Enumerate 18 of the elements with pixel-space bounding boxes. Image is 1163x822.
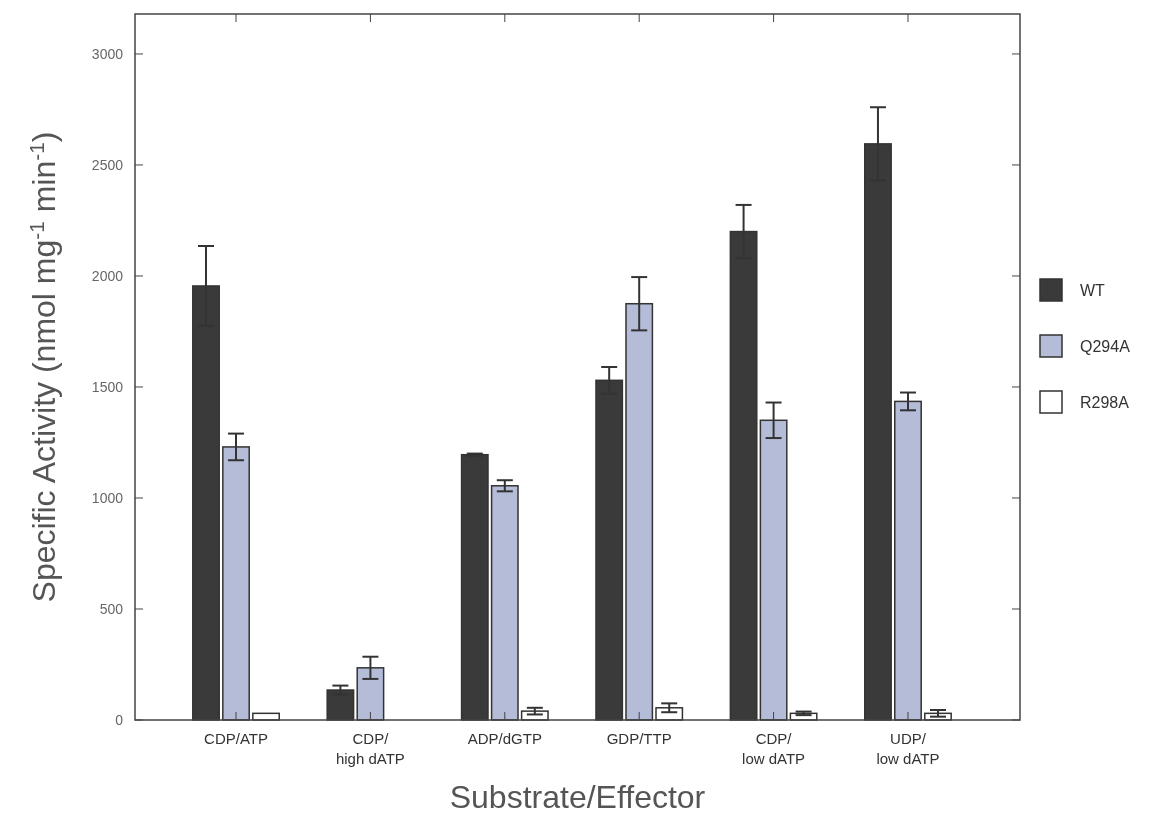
y-tick-label: 2000 bbox=[91, 267, 124, 284]
legend-label: R298A bbox=[1080, 393, 1130, 411]
x-tick-label: CDP/ low dATP bbox=[742, 730, 806, 767]
x-tick-label: CDP/ high dATP bbox=[335, 730, 405, 767]
y-tick-label: 1500 bbox=[91, 378, 124, 395]
x-tick-label: UDP/ low dATP bbox=[876, 730, 940, 767]
x-tick-label: CDP/ATP bbox=[204, 730, 268, 747]
legend-label: WT bbox=[1080, 281, 1106, 299]
y-tick-label: 500 bbox=[99, 600, 124, 617]
x-axis-title: Substrate/Effector bbox=[449, 779, 706, 815]
x-tick-label: ADP/dGTP bbox=[467, 730, 542, 747]
y-tick-label: 3000 bbox=[91, 45, 124, 62]
y-tick-label: 0 bbox=[115, 711, 124, 728]
y-tick-label: 1000 bbox=[91, 489, 124, 506]
y-tick-label: 2500 bbox=[91, 156, 124, 173]
bar bbox=[490, 485, 519, 721]
legend-label: Q294A bbox=[1080, 337, 1131, 355]
x-tick-label: GDP/TTP bbox=[606, 730, 672, 747]
